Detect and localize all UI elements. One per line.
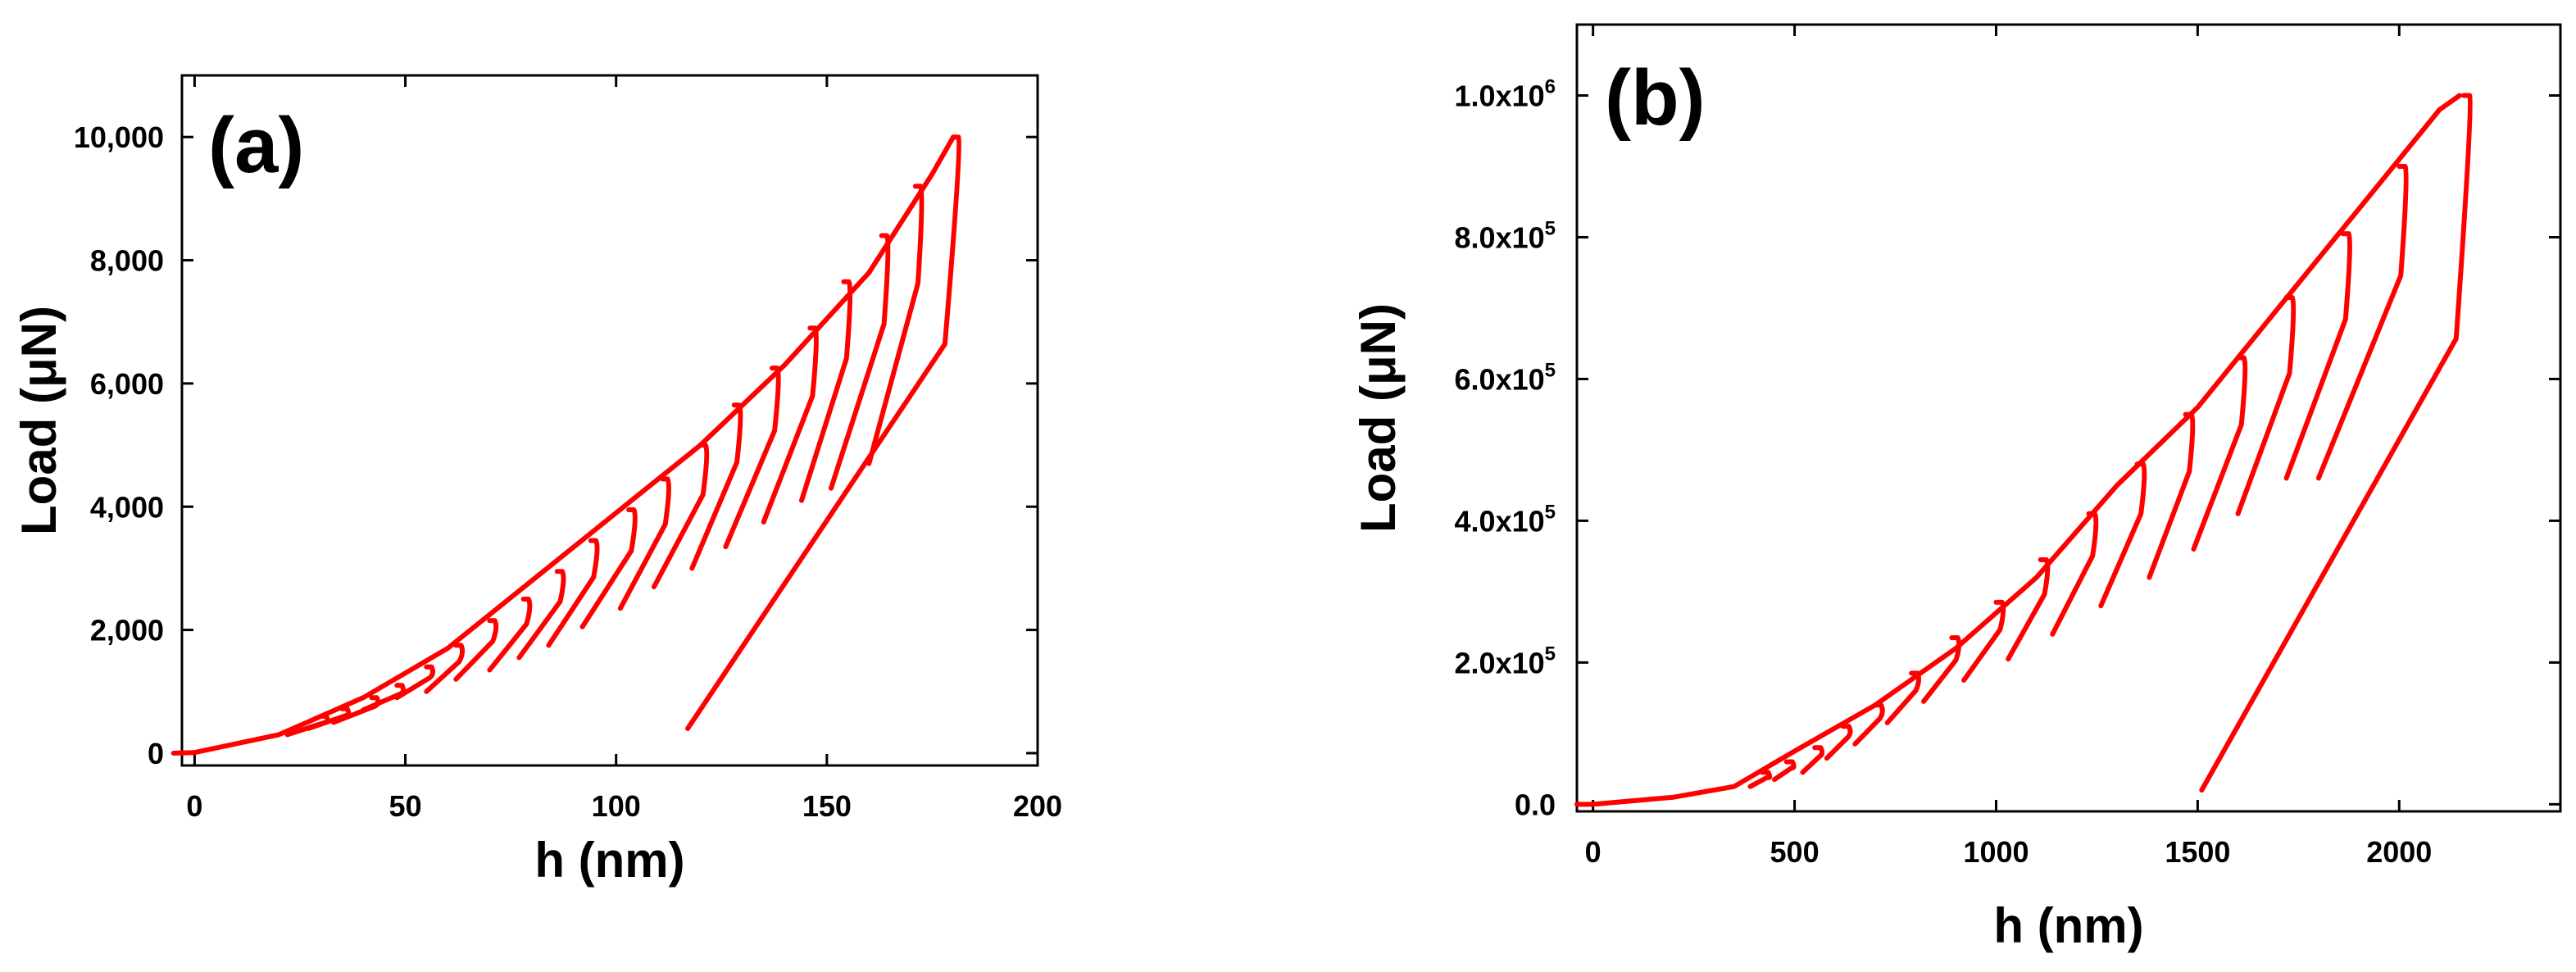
panel-a-unload-cycle-7 bbox=[453, 618, 499, 682]
panel-a: (a) h (nm) Load (μN) 0 50 100 150 200 0 2,000… bbox=[11, 74, 1062, 888]
panel-a-y-axis-title-main: Load ( bbox=[11, 388, 66, 535]
panel-a-y-tick-label: 2,000 bbox=[90, 614, 164, 647]
panel-a-unload-cycle-6 bbox=[424, 643, 466, 694]
panel-a-plot-frame bbox=[180, 74, 1039, 767]
panel-a-y-axis-title: Load (μN) bbox=[11, 306, 66, 535]
panel-b-unload-cycle-16 bbox=[2315, 164, 2409, 481]
panel-a-curves bbox=[170, 134, 962, 756]
panel-a-unload-cycle-10 bbox=[546, 538, 600, 648]
panel-a-unload-cycle-12 bbox=[617, 476, 671, 611]
panel-b-unload-cycle-17 bbox=[2199, 93, 2473, 793]
panel-a-unload-cycle-16 bbox=[761, 325, 819, 525]
panel-a-y-tick-label: 4,000 bbox=[90, 490, 164, 524]
panel-a-unload-cycle-14 bbox=[689, 402, 743, 571]
panel-b-x-tick-label: 2000 bbox=[2366, 835, 2432, 869]
panel-b-plot-frame bbox=[1575, 23, 2562, 813]
panel-b-y-tick-exponent: 5 bbox=[1545, 217, 1556, 239]
panel-b-y-tick-mantissa: 0.0 bbox=[1515, 788, 1556, 821]
panel-a-y-tick-label: 8,000 bbox=[90, 244, 164, 278]
panel-b-y-tick-mantissa: 4.0x10 bbox=[1455, 504, 1545, 538]
panel-b-unload-cycle-14 bbox=[2235, 295, 2297, 516]
panel-b-x-axis-title: h (nm) bbox=[1993, 898, 2143, 953]
panel-b-y-tick-exponent: 5 bbox=[1545, 501, 1556, 523]
panel-b-x-tick-label: 1000 bbox=[1963, 835, 2029, 869]
panel-b-unload-cycle-6 bbox=[1884, 670, 1922, 725]
panel-a-unload-cycle-11 bbox=[579, 507, 638, 629]
panel-a-x-tick-label: 50 bbox=[389, 789, 422, 823]
panel-a-y-ticks: 0 2,000 4,000 6,000 8,000 10,000 bbox=[74, 120, 1038, 770]
panel-a-label: (a) bbox=[208, 102, 304, 189]
panel-a-unload-cycle-13 bbox=[652, 443, 710, 589]
panel-a-y-tick-label: 10,000 bbox=[74, 120, 164, 154]
panel-a-x-tick-label: 0 bbox=[186, 789, 202, 823]
panel-a-unload-cycle-19 bbox=[866, 184, 925, 466]
panel-a-y-tick-label: 0 bbox=[148, 737, 164, 770]
panel-b-unload-cycle-7 bbox=[1921, 635, 1962, 704]
panel-b-y-axis-title-end: ) bbox=[1351, 303, 1406, 320]
panel-b-unload-cycle-4 bbox=[1824, 724, 1853, 761]
panel-b-y-tick-label: 4.0x105 bbox=[1455, 501, 1556, 538]
panel-b: (b) h (nm) Load (μN) 0 500 1000 1500 2000 0.… bbox=[1351, 23, 2562, 953]
panel-a-unload-cycle-15 bbox=[723, 366, 781, 550]
panel-b-unload-cycle-2 bbox=[1772, 759, 1797, 783]
panel-a-unload-cycle-9 bbox=[516, 569, 566, 661]
panel-b-y-tick-label: 1.0x106 bbox=[1455, 75, 1556, 112]
panel-b-y-tick-exponent: 5 bbox=[1545, 643, 1556, 665]
panel-a-loading-curve bbox=[170, 134, 956, 756]
panel-a-x-tick-label: 200 bbox=[1013, 789, 1062, 823]
panel-b-y-axis-title-unit: μN bbox=[1351, 320, 1406, 385]
panel-b-y-tick-label: 2.0x105 bbox=[1455, 643, 1556, 679]
panel-a-x-tick-label: 100 bbox=[592, 789, 641, 823]
panel-b-y-tick-mantissa: 1.0x10 bbox=[1455, 79, 1545, 112]
panel-b-y-tick-label: 0.0 bbox=[1515, 788, 1556, 821]
panel-b-x-ticks: 0 500 1000 1500 2000 bbox=[1585, 25, 2432, 869]
panel-b-unload-cycle-5 bbox=[1852, 702, 1885, 747]
panel-b-y-axis-title-main: Load ( bbox=[1351, 385, 1406, 533]
panel-b-unload-cycle-13 bbox=[2191, 355, 2248, 552]
panel-b-unload-cycle-10 bbox=[2050, 511, 2099, 637]
panel-b-y-tick-mantissa: 8.0x10 bbox=[1455, 220, 1545, 254]
panel-b-unload-cycle-9 bbox=[2006, 557, 2051, 662]
panel-b-unload-cycle-11 bbox=[2098, 461, 2147, 609]
panel-a-unload-cycle-8 bbox=[487, 597, 533, 673]
panel-b-x-tick-label: 0 bbox=[1585, 835, 1601, 869]
panel-a-unload-cycle-17 bbox=[799, 279, 853, 503]
panel-a-y-axis-title-end: ) bbox=[11, 306, 66, 322]
panel-a-unload-cycle-5 bbox=[394, 664, 436, 701]
panel-b-y-tick-exponent: 6 bbox=[1545, 75, 1556, 98]
panel-b-x-tick-label: 500 bbox=[1770, 835, 1820, 869]
panel-b-y-tick-label: 6.0x105 bbox=[1455, 359, 1556, 396]
panel-a-unload-cycle-18 bbox=[829, 233, 891, 491]
panel-b-curves bbox=[1574, 93, 2473, 807]
panel-b-x-tick-label: 1500 bbox=[2165, 835, 2230, 869]
panel-a-x-ticks: 0 50 100 150 200 bbox=[186, 75, 1062, 823]
panel-b-unload-cycle-3 bbox=[1800, 745, 1825, 775]
panel-b-y-tick-mantissa: 6.0x10 bbox=[1455, 362, 1545, 396]
panel-b-unload-cycle-8 bbox=[1961, 599, 2006, 683]
panel-b-unload-cycle-15 bbox=[2283, 231, 2352, 481]
panel-a-unload-cycle-20 bbox=[685, 134, 962, 731]
panel-a-y-tick-label: 6,000 bbox=[90, 367, 164, 401]
panel-b-y-axis-title: Load (μN) bbox=[1351, 303, 1406, 533]
panel-b-y-tick-exponent: 5 bbox=[1545, 359, 1556, 381]
panel-a-x-axis-title: h (nm) bbox=[534, 833, 684, 888]
panel-a-x-tick-label: 150 bbox=[802, 789, 852, 823]
panel-b-label: (b) bbox=[1605, 54, 1706, 142]
panel-b-loading-curve bbox=[1574, 93, 2462, 807]
panel-b-y-tick-label: 8.0x105 bbox=[1455, 217, 1556, 254]
panel-b-unload-cycle-12 bbox=[2147, 411, 2196, 580]
panel-a-y-axis-title-unit: μN bbox=[11, 322, 66, 388]
panel-b-y-tick-mantissa: 2.0x10 bbox=[1455, 646, 1545, 679]
panel-b-unload-cycle-1 bbox=[1747, 770, 1773, 789]
